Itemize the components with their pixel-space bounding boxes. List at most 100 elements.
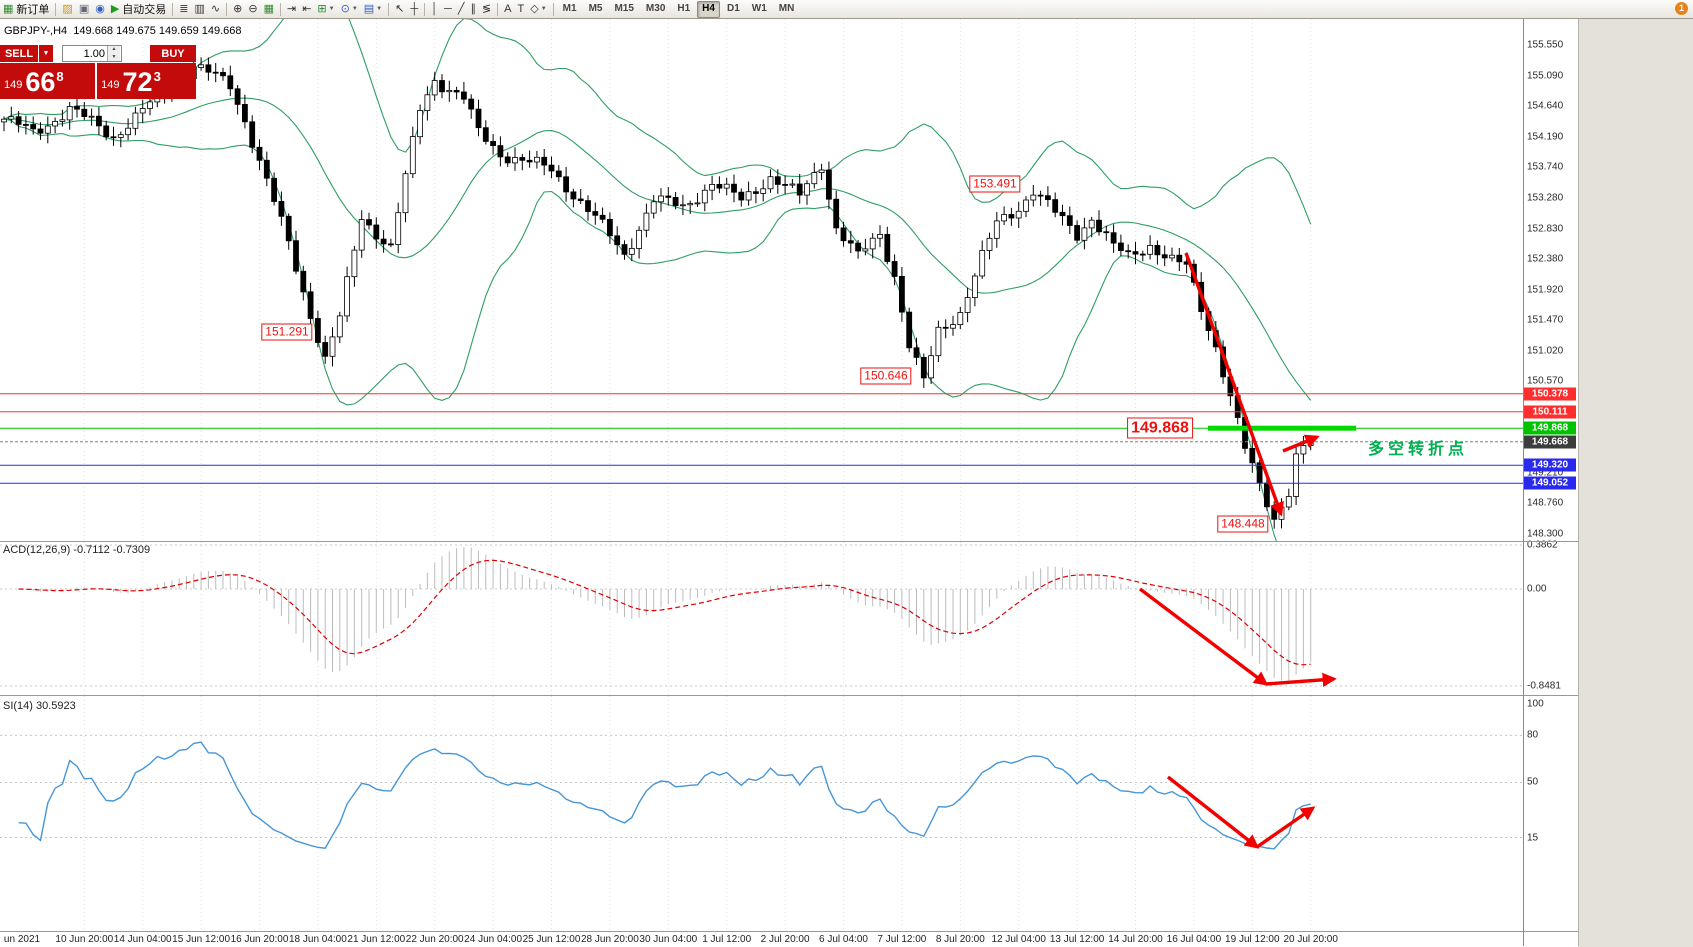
timeframe-h4-button[interactable]: H4 bbox=[697, 0, 720, 18]
price-annotation[interactable]: 151.291 bbox=[261, 323, 313, 341]
time-label: 20 Jul 20:00 bbox=[1283, 934, 1338, 945]
templates-button[interactable]: ▤ ▼ bbox=[361, 1, 385, 17]
toolbar-separator bbox=[279, 2, 281, 16]
vertical-line-icon: │ bbox=[431, 3, 439, 15]
timeframe-h1-button[interactable]: H1 bbox=[677, 2, 691, 14]
tile-windows-icon: ▦ bbox=[263, 3, 274, 15]
price-annotation[interactable]: 149.868 bbox=[1127, 417, 1193, 439]
toolbar-separator bbox=[552, 2, 554, 16]
crosshair-button[interactable]: ┼ bbox=[407, 1, 421, 17]
price-tick: 155.550 bbox=[1527, 39, 1564, 51]
time-label: 12 Jul 04:00 bbox=[991, 934, 1046, 945]
bollinger-bands bbox=[3, 19, 1312, 541]
time-label-origin: un 2021 bbox=[3, 934, 41, 945]
bid-price-button[interactable]: 149 66 8 bbox=[0, 63, 96, 99]
price-annotation[interactable]: 150.646 bbox=[860, 367, 912, 385]
zoom-out-button[interactable]: ⊖ bbox=[245, 1, 260, 17]
trendline-button[interactable]: ╱ bbox=[455, 1, 468, 17]
price-tag: 150.111 bbox=[1524, 405, 1576, 419]
cursor-button[interactable]: ↖ bbox=[392, 1, 407, 17]
price-annotation[interactable]: 148.448 bbox=[1217, 515, 1269, 533]
chart-profiles-button[interactable]: ▨ bbox=[59, 1, 75, 17]
price-annotation[interactable]: 153.491 bbox=[969, 175, 1021, 193]
refresh-icon: ◉ bbox=[95, 3, 105, 15]
bid-prefix: 149 bbox=[4, 79, 23, 91]
toolbar-separator bbox=[172, 2, 174, 16]
time-label: 15 Jun 12:00 bbox=[172, 934, 231, 945]
periods-button[interactable]: ⊙ ▼ bbox=[338, 1, 361, 17]
auto-trading-label: 自动交易 bbox=[122, 4, 167, 16]
chart-shift-button[interactable]: ⇤ bbox=[299, 1, 314, 17]
text-button[interactable]: A bbox=[501, 1, 514, 17]
bid-main: 66 bbox=[25, 67, 56, 97]
candles bbox=[1, 64, 1314, 520]
periods-dropdown-icon[interactable]: ▼ bbox=[351, 6, 358, 12]
spinner-down-icon[interactable]: ▼ bbox=[108, 53, 120, 61]
green-support-segment bbox=[1208, 425, 1356, 431]
timeframe-m1-button[interactable]: M1 bbox=[562, 2, 577, 14]
zoom-out-icon: ⊖ bbox=[248, 3, 258, 15]
equidistant-channel-button[interactable]: ∥ bbox=[467, 1, 479, 17]
macd-grid bbox=[83, 542, 1312, 695]
new-chart-dropdown-icon[interactable]: ▼ bbox=[328, 6, 335, 12]
price-tag: 150.378 bbox=[1524, 387, 1576, 401]
price-tag: 149.052 bbox=[1524, 476, 1576, 490]
volume-input[interactable] bbox=[63, 47, 107, 60]
notification-badge[interactable]: 1 bbox=[1675, 2, 1688, 15]
line-chart-mode-icon: ∿ bbox=[210, 3, 221, 15]
sell-button[interactable]: SELL bbox=[0, 45, 38, 62]
auto-trading-icon: ▶ bbox=[110, 3, 120, 15]
new-order-button[interactable]: ▦ 新订单 bbox=[0, 1, 52, 17]
new-chart-button[interactable]: ⊞ ▼ bbox=[314, 1, 337, 17]
print-preview-button[interactable]: ▣ bbox=[76, 1, 92, 17]
ask-price-button[interactable]: 149 72 3 bbox=[97, 63, 196, 99]
text-label-button[interactable]: T bbox=[515, 1, 528, 17]
time-label: 18 Jun 04:00 bbox=[288, 934, 347, 945]
horizontal-line-button[interactable]: ─ bbox=[441, 1, 455, 17]
price-tag: 149.668 bbox=[1524, 435, 1576, 449]
refresh-button[interactable]: ◉ bbox=[92, 1, 108, 17]
price-tick: 154.640 bbox=[1527, 100, 1564, 112]
timeframe-mn-button[interactable]: MN bbox=[778, 2, 795, 14]
auto-trading-button[interactable]: ▶ 自动交易 bbox=[108, 1, 169, 17]
spinner-up-icon[interactable]: ▲ bbox=[108, 46, 120, 54]
macd-signal-line bbox=[18, 559, 1311, 666]
ask-main: 72 bbox=[122, 67, 153, 97]
timeframe-w1-button[interactable]: W1 bbox=[751, 2, 767, 14]
arrows-tool-dropdown-icon[interactable]: ▼ bbox=[540, 6, 547, 12]
zoom-in-icon: ⊕ bbox=[233, 3, 243, 15]
trendline-icon: ╱ bbox=[457, 3, 465, 15]
macd-histogram bbox=[18, 547, 1312, 681]
tile-windows-button[interactable]: ▦ bbox=[261, 1, 277, 17]
time-label: 1 Jul 12:00 bbox=[702, 934, 752, 945]
auto-scroll-button[interactable]: ⇥ bbox=[284, 1, 299, 17]
fibonacci-retracement-button[interactable]: ≶ bbox=[479, 1, 494, 17]
timeframe-m15-button[interactable]: M15 bbox=[614, 2, 634, 14]
bar-chart-mode-button[interactable]: ≣ bbox=[176, 1, 191, 17]
zoom-in-button[interactable]: ⊕ bbox=[230, 1, 245, 17]
time-label: 7 Jul 12:00 bbox=[877, 934, 927, 945]
time-axis: un 2021 10 Jun 20:00 14 Jun 04:00 15 Jun 12… bbox=[0, 931, 1578, 947]
timeframe-m5-button[interactable]: M5 bbox=[588, 2, 603, 14]
sell-dropdown[interactable]: ▼ bbox=[39, 45, 53, 62]
price-tick: 155.090 bbox=[1527, 70, 1564, 82]
timeframe-d1-button[interactable]: D1 bbox=[726, 2, 740, 14]
volume-spinner[interactable]: ▲ ▼ bbox=[107, 46, 120, 61]
time-label: 13 Jul 12:00 bbox=[1049, 934, 1105, 945]
new-order-label: 新订单 bbox=[16, 4, 50, 16]
buy-button[interactable]: BUY bbox=[150, 45, 196, 62]
candlestick-mode-button[interactable]: ▥ bbox=[192, 1, 208, 17]
candlestick-mode-icon: ▥ bbox=[194, 3, 205, 15]
vertical-line-button[interactable]: │ bbox=[428, 1, 441, 17]
oscillator-tick: 80 bbox=[1527, 729, 1539, 741]
time-label: 21 Jun 12:00 bbox=[347, 934, 406, 945]
arrows-tool-button[interactable]: ◇ ▼ bbox=[527, 1, 549, 17]
macd-label: ACD(12,26,9) -0.7112 -0.7309 bbox=[3, 544, 151, 556]
equidistant-channel-icon: ∥ bbox=[470, 3, 476, 15]
line-chart-mode-button[interactable]: ∿ bbox=[208, 1, 223, 17]
macd-canvas bbox=[0, 541, 1578, 695]
chart-area[interactable]: GBPJPY-,H4 149.668 149.675 149.659 149.6… bbox=[0, 18, 1578, 947]
templates-dropdown-icon[interactable]: ▼ bbox=[376, 6, 383, 12]
timeframe-m30-button[interactable]: M30 bbox=[645, 2, 666, 14]
arrows-tool-icon: ◇ bbox=[530, 3, 539, 15]
